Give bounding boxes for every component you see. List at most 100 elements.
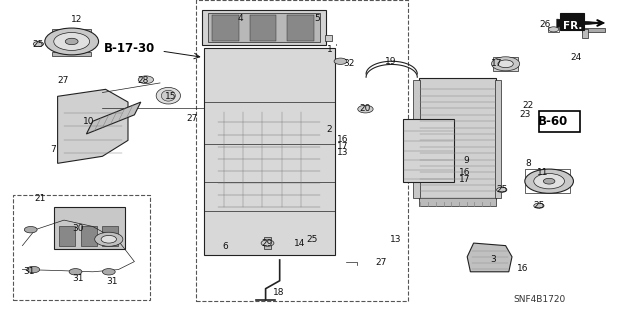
Bar bbox=[54, 207, 125, 249]
Text: 4: 4 bbox=[238, 14, 243, 23]
Bar bbox=[419, 78, 496, 199]
Text: 20: 20 bbox=[359, 104, 371, 113]
Circle shape bbox=[492, 57, 520, 71]
Circle shape bbox=[102, 269, 115, 275]
Bar bbox=[196, 0, 408, 301]
Circle shape bbox=[548, 27, 559, 32]
Text: 17: 17 bbox=[491, 59, 502, 68]
Circle shape bbox=[261, 240, 274, 246]
Circle shape bbox=[45, 28, 99, 55]
Bar bbox=[102, 226, 118, 246]
Text: 28: 28 bbox=[138, 76, 149, 85]
Text: 26: 26 bbox=[540, 20, 551, 29]
Text: 15: 15 bbox=[164, 93, 176, 101]
Text: 13: 13 bbox=[337, 148, 349, 157]
Text: 12: 12 bbox=[71, 15, 83, 24]
Text: 27: 27 bbox=[57, 76, 68, 85]
Text: B-17-30: B-17-30 bbox=[104, 42, 155, 55]
Text: 14: 14 bbox=[294, 239, 305, 248]
Bar bbox=[208, 13, 320, 42]
Text: 17: 17 bbox=[459, 175, 470, 184]
Text: 2: 2 bbox=[327, 125, 332, 134]
Bar bbox=[413, 80, 420, 198]
Circle shape bbox=[24, 226, 37, 233]
Bar bbox=[204, 48, 335, 255]
Text: 13: 13 bbox=[390, 235, 402, 244]
Circle shape bbox=[54, 33, 90, 50]
Circle shape bbox=[497, 187, 507, 192]
Text: 21: 21 bbox=[34, 194, 45, 203]
Bar bbox=[13, 195, 150, 300]
Polygon shape bbox=[86, 102, 141, 134]
Bar bbox=[403, 119, 454, 182]
Text: SNF4B1720: SNF4B1720 bbox=[513, 295, 566, 304]
Text: B-60: B-60 bbox=[538, 115, 568, 128]
Bar bbox=[59, 226, 75, 246]
Bar bbox=[264, 237, 271, 249]
Bar bbox=[582, 29, 588, 38]
Text: 25: 25 bbox=[496, 185, 508, 194]
Text: 19: 19 bbox=[385, 57, 396, 66]
Bar bbox=[81, 226, 97, 246]
Polygon shape bbox=[557, 19, 605, 27]
Bar bbox=[493, 57, 518, 71]
Circle shape bbox=[27, 266, 40, 273]
Circle shape bbox=[65, 38, 78, 45]
Bar bbox=[52, 29, 91, 32]
Text: 25: 25 bbox=[306, 235, 317, 244]
Bar bbox=[495, 80, 501, 198]
Text: 25: 25 bbox=[33, 40, 44, 48]
Text: 11: 11 bbox=[537, 168, 548, 177]
Text: 10: 10 bbox=[83, 117, 94, 126]
Polygon shape bbox=[467, 243, 512, 272]
Text: 27: 27 bbox=[186, 114, 198, 123]
Text: 22: 22 bbox=[522, 101, 534, 110]
Text: 16: 16 bbox=[337, 135, 349, 144]
Text: 1: 1 bbox=[327, 45, 332, 54]
Ellipse shape bbox=[161, 90, 175, 101]
Bar bbox=[419, 198, 496, 206]
Text: 18: 18 bbox=[273, 288, 284, 297]
Bar bbox=[52, 52, 91, 56]
Circle shape bbox=[525, 169, 573, 193]
Text: 31: 31 bbox=[106, 277, 118, 286]
Bar bbox=[202, 10, 326, 45]
Text: 16: 16 bbox=[516, 264, 528, 273]
Text: 8: 8 bbox=[525, 159, 531, 168]
Text: 27: 27 bbox=[376, 258, 387, 267]
Text: 25: 25 bbox=[533, 201, 545, 210]
Circle shape bbox=[543, 178, 555, 184]
Text: 6: 6 bbox=[223, 242, 228, 251]
Bar bbox=[560, 13, 584, 30]
Bar bbox=[287, 15, 314, 41]
Text: 23: 23 bbox=[519, 110, 531, 119]
Bar bbox=[582, 28, 605, 32]
Text: 24: 24 bbox=[570, 53, 582, 62]
Text: 5: 5 bbox=[314, 14, 319, 23]
Circle shape bbox=[33, 41, 44, 47]
Circle shape bbox=[534, 203, 544, 208]
Text: 31: 31 bbox=[24, 267, 35, 276]
Bar bbox=[525, 169, 570, 193]
Bar bbox=[212, 15, 239, 41]
Bar bbox=[548, 27, 559, 32]
Text: 16: 16 bbox=[459, 168, 470, 177]
Text: 9: 9 bbox=[463, 156, 468, 165]
Text: 3: 3 bbox=[490, 256, 495, 264]
Text: 7: 7 bbox=[51, 145, 56, 154]
Circle shape bbox=[69, 269, 82, 275]
Bar bbox=[250, 15, 276, 41]
Text: 31: 31 bbox=[72, 274, 84, 283]
Circle shape bbox=[534, 174, 564, 189]
Circle shape bbox=[138, 76, 154, 84]
Ellipse shape bbox=[156, 87, 180, 104]
Text: 17: 17 bbox=[337, 142, 349, 151]
Circle shape bbox=[498, 60, 513, 68]
Text: 32: 32 bbox=[343, 59, 355, 68]
Text: 30: 30 bbox=[72, 224, 84, 233]
Circle shape bbox=[334, 58, 347, 64]
Text: FR.: FR. bbox=[563, 20, 582, 31]
Circle shape bbox=[101, 235, 116, 243]
Text: 29: 29 bbox=[262, 239, 273, 248]
Polygon shape bbox=[58, 89, 128, 163]
